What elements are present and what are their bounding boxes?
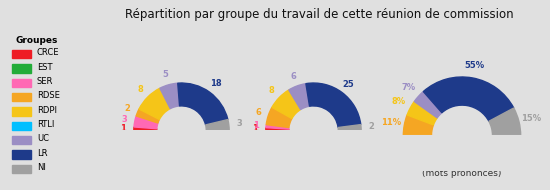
Wedge shape (266, 125, 289, 129)
Wedge shape (374, 136, 550, 190)
Wedge shape (424, 77, 514, 121)
Text: 8: 8 (138, 85, 143, 94)
Bar (12, 136, 31, 144)
Wedge shape (139, 88, 170, 120)
Wedge shape (242, 131, 385, 190)
Text: 3: 3 (122, 115, 128, 124)
Text: 5: 5 (163, 70, 169, 79)
Text: 7%: 7% (402, 83, 416, 92)
Wedge shape (110, 131, 253, 190)
Text: Interventions: Interventions (283, 149, 344, 158)
Wedge shape (403, 115, 433, 136)
Wedge shape (134, 116, 158, 129)
Bar (12, 165, 31, 173)
Text: 1: 1 (252, 124, 258, 133)
Wedge shape (178, 83, 228, 125)
Bar (12, 64, 31, 73)
Bar (12, 50, 31, 58)
Text: RTLI: RTLI (37, 120, 54, 129)
Text: Temps de parole
(mots prononcés): Temps de parole (mots prononcés) (422, 158, 502, 178)
Wedge shape (272, 90, 301, 119)
Text: Présents: Présents (162, 149, 201, 158)
Wedge shape (338, 125, 361, 131)
Bar (12, 122, 31, 130)
Wedge shape (266, 107, 292, 127)
Wedge shape (136, 109, 160, 123)
Bar (12, 150, 31, 159)
Bar (12, 93, 31, 101)
Wedge shape (489, 108, 521, 136)
Text: EST: EST (37, 63, 52, 72)
Wedge shape (407, 101, 437, 125)
Bar (12, 78, 31, 87)
Wedge shape (414, 92, 442, 118)
Text: RDPI: RDPI (37, 106, 57, 115)
Bar (12, 107, 31, 116)
Text: 6: 6 (255, 108, 261, 117)
Wedge shape (160, 83, 179, 109)
Text: 18: 18 (210, 79, 222, 88)
Text: CRCE: CRCE (37, 48, 59, 57)
Text: NI: NI (37, 163, 46, 172)
Text: 6: 6 (290, 72, 296, 81)
Text: Groupes: Groupes (16, 36, 58, 45)
Text: 8: 8 (269, 86, 274, 95)
Wedge shape (266, 128, 289, 131)
Text: UC: UC (37, 135, 49, 143)
Text: SER: SER (37, 77, 53, 86)
Text: 1: 1 (252, 121, 258, 130)
Text: 55%: 55% (465, 61, 485, 70)
Text: 2: 2 (368, 123, 375, 131)
Text: RDSE: RDSE (37, 91, 60, 101)
Text: 8%: 8% (392, 97, 406, 106)
Wedge shape (289, 84, 310, 109)
Text: Répartition par groupe du travail de cette réunion de commission: Répartition par groupe du travail de cet… (125, 8, 513, 21)
Text: LR: LR (37, 149, 47, 158)
Text: 3: 3 (236, 119, 242, 128)
Text: 25: 25 (343, 80, 354, 89)
Text: 11%: 11% (382, 118, 402, 127)
Wedge shape (206, 120, 229, 131)
Text: 1: 1 (120, 124, 127, 133)
Wedge shape (306, 83, 361, 127)
Text: 2: 2 (125, 104, 131, 113)
Text: 15%: 15% (521, 114, 542, 123)
Wedge shape (134, 127, 157, 131)
